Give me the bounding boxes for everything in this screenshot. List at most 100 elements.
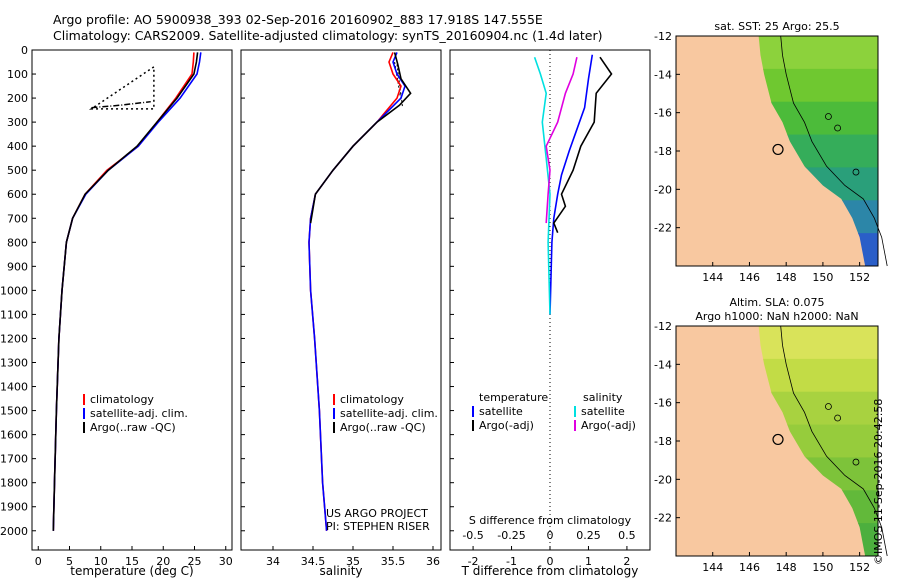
sla_map-xtick-label: 150	[812, 561, 833, 574]
sla_map-title: Altim. SLA: 0.075	[729, 296, 824, 309]
sst_map-xtick-label: 152	[849, 271, 870, 284]
sal-series-black	[309, 52, 412, 224]
sal-credit-project: US ARGO PROJECT	[326, 507, 428, 520]
diff-top-tick-label: 0	[547, 529, 554, 542]
temp-series-black	[52, 52, 199, 531]
temp-xtick-label: 30	[219, 555, 233, 568]
diff-sal-legend-label: satellite	[581, 405, 625, 418]
sla_map-ytick-label: -16	[654, 397, 672, 410]
diff-top-tick-label: -0.5	[462, 529, 483, 542]
sst_map-xtick-label: 146	[739, 271, 760, 284]
sla_map-xtick-label: 152	[849, 561, 870, 574]
sal-legend-label: climatology	[340, 393, 404, 406]
temp-ytick-label: 600	[7, 188, 28, 201]
temp-ytick-label: 1300	[0, 357, 28, 370]
temp-annotation-dotted	[88, 66, 155, 110]
sst_map-ytick-label: -18	[654, 145, 672, 158]
sla_map-ytick-label: -20	[654, 473, 672, 486]
temp-legend-label: climatology	[90, 393, 154, 406]
sst_map-title: sat. SST: 25 Argo: 25.5	[714, 20, 839, 33]
temp-xtick-label: 20	[156, 555, 170, 568]
sal-xtick-label: 34.5	[301, 555, 326, 568]
sst_map-reef	[852, 168, 860, 176]
sst_map-ytick-label: -16	[654, 107, 672, 120]
temp-legend-label: Argo(..raw -QC)	[90, 421, 176, 434]
diff-xtick-label: 2	[623, 555, 630, 568]
sal-series-blue	[308, 52, 406, 531]
sst_map-sea-band	[758, 68, 878, 103]
sla_map-ytick-label: -14	[654, 358, 672, 371]
temp-ytick-label: 1400	[0, 381, 28, 394]
temp-ytick-label: 300	[7, 116, 28, 129]
temp-series-blue	[52, 52, 202, 531]
temp-ytick-label: 800	[7, 236, 28, 249]
temp-ytick-label: 1600	[0, 429, 28, 442]
temp-ytick-label: 1500	[0, 405, 28, 418]
sal-credit-pi: PI: STEPHEN RISER	[326, 520, 430, 533]
sla_map-title: Argo h1000: NaN h2000: NaN	[695, 310, 858, 323]
sal-legend-label: Argo(..raw -QC)	[340, 421, 426, 434]
sst_map-ytick-label: -12	[654, 30, 672, 43]
sal-xtick-label: 35.5	[381, 555, 406, 568]
sal-annotation-dotted	[394, 61, 402, 101]
sst_map-contour	[780, 35, 888, 267]
temp-xtick-label: 0	[35, 555, 42, 568]
diff-temp-legend-label: Argo(-adj)	[479, 419, 534, 432]
sst_map-reef	[834, 124, 841, 132]
sal-series-red	[308, 52, 402, 531]
sst_map-ytick-label: -20	[654, 183, 672, 196]
temp-ytick-label: 700	[7, 212, 28, 225]
sla_map-xtick-label: 144	[702, 561, 723, 574]
diff-sal-legend-label: Argo(-adj)	[581, 419, 636, 432]
sal-xtick-label: 36	[426, 555, 440, 568]
temp-series-red	[52, 52, 195, 531]
sst_map-reef	[825, 113, 832, 120]
diff-xtick-label: -1	[506, 555, 517, 568]
sla_map-ytick-label: -22	[654, 512, 672, 525]
sal-frame	[240, 49, 442, 551]
sla_map-reef	[825, 403, 832, 410]
temp-xtick-label: 5	[66, 555, 73, 568]
temp-xtick-label: 10	[94, 555, 108, 568]
sla_map-contour	[780, 325, 888, 557]
sla_map-argo-marker	[772, 433, 784, 446]
sst_map-xtick-label: 144	[702, 271, 723, 284]
temp-ytick-label: 400	[7, 140, 28, 153]
title-line-2: Climatology: CARS2009. Satellite-adjuste…	[53, 28, 603, 43]
sla_map-xtick-label: 146	[739, 561, 760, 574]
diff-top-tick-label: -0.25	[497, 529, 525, 542]
imos-timestamp: ©IMOS 11-Sep-2016 20:42:58	[872, 398, 885, 565]
temp-ytick-label: 2000	[0, 525, 28, 538]
temp-ytick-label: 900	[7, 260, 28, 273]
sla_map-reef	[834, 414, 841, 422]
temp-ytick-label: 100	[7, 68, 28, 81]
sal-xtick-label: 34	[266, 555, 280, 568]
diff-series-s-satellite	[533, 56, 551, 315]
diff-top-tick-label: 0.5	[618, 529, 636, 542]
diff-xlabel: T difference from climatology	[461, 564, 639, 578]
diff-xtick-label: -2	[468, 555, 479, 568]
sst_map-sea-band	[758, 36, 878, 70]
title-line-1: Argo profile: AO 5900938_393 02-Sep-2016…	[53, 12, 543, 27]
sla_map-ytick-label: -12	[654, 320, 672, 333]
temp-xlabel: temperature (deg C)	[70, 564, 193, 578]
sst_map-ytick-label: -14	[654, 68, 672, 81]
sal-legend-label: satellite-adj. clim.	[340, 407, 438, 420]
sst_map-xtick-label: 150	[812, 271, 833, 284]
temp-ytick-label: 1700	[0, 453, 28, 466]
diff-xtick-label: 1	[585, 555, 592, 568]
sla_map-sea-band	[758, 358, 878, 393]
sal-xlabel: salinity	[319, 564, 362, 578]
temp-ytick-label: 200	[7, 92, 28, 105]
temp-ytick-label: 1900	[0, 501, 28, 514]
temp-ytick-label: 1100	[0, 308, 28, 321]
temp-xtick-label: 15	[125, 555, 139, 568]
temp-ytick-label: 1200	[0, 332, 28, 345]
diff-legend-title-salinity: salinity	[583, 391, 623, 404]
diff-series-t-argo-adj-	[552, 56, 613, 234]
diff-temp-legend-label: satellite	[479, 405, 523, 418]
sst_map-argo-marker	[772, 143, 784, 156]
diff-xtick-label: 0	[547, 555, 554, 568]
sla_map-ytick-label: -18	[654, 435, 672, 448]
